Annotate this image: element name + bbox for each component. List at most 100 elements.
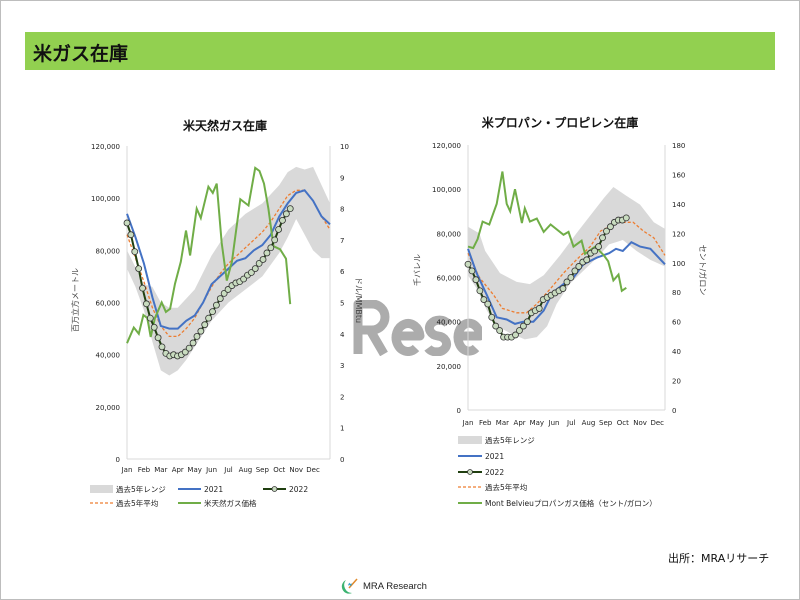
y-tick-label: 40,000 [96,352,121,360]
x-tick-label: Nov [289,466,303,474]
chart-title: 米天然ガス在庫 [183,118,267,133]
marker-2022 [464,260,472,268]
marker-2022 [595,243,602,250]
marker-2022 [567,274,575,281]
x-tick-label: Feb [138,466,151,474]
marker-2022 [484,300,492,308]
x-tick-label: Sep [256,466,270,474]
y-tick-label: 20,000 [96,404,121,412]
line-2021 [126,189,331,330]
marker-2022 [599,234,606,242]
marker-2022 [535,305,543,312]
marker-2022 [146,314,154,322]
y2-tick-label: 80 [672,289,681,297]
marker-2022 [201,321,209,329]
marker-2022 [512,331,519,339]
legend-label-avg: 過去5年平均 [485,482,527,492]
marker-2022 [263,249,271,257]
y2-tick-label: 3 [340,362,344,370]
x-tick-label: Aug [582,419,596,427]
legend-label-range: 過去5年レンジ [485,435,535,445]
marker-2022 [480,296,488,303]
y2-tick-label: 60 [672,319,681,327]
y2-tick-label: 1 [340,425,344,433]
x-tick-label: Oct [617,419,629,427]
y2-tick-label: 4 [340,331,345,339]
marker-2022 [193,333,201,340]
marker-2022 [135,265,143,272]
x-tick-label: Mar [154,466,167,474]
watermark-letter [353,300,390,356]
marker-2022 [607,223,614,231]
y2-axis-label: セント/ガロン [698,245,708,296]
marker-2022 [216,295,224,302]
page-title: 米ガス在庫 [33,43,129,65]
y-tick-label: 60,000 [437,275,462,283]
legend-swatch-range [90,485,113,493]
y-tick-label: 40,000 [437,319,462,327]
marker-2022 [209,308,216,316]
legend-marker-2022 [271,486,278,492]
marker-2022 [496,327,504,334]
x-tick-label: Apr [514,419,526,427]
y-tick-label: 100,000 [432,186,461,194]
y2-tick-label: 10 [340,143,349,151]
y-tick-label: 0 [116,456,120,464]
y2-tick-label: 8 [340,206,344,214]
x-tick-label: Dec [306,466,320,474]
logo-text: MRA Research [363,580,427,592]
y2-tick-label: 9 [340,174,344,182]
logo-icon [341,578,358,594]
y-tick-label: 120,000 [91,143,120,151]
y-axis-label: 千バレル [412,254,422,286]
y2-tick-label: 100 [672,260,685,268]
marker-2022 [583,256,591,264]
y2-tick-label: 0 [340,456,344,464]
marker-2022 [279,216,286,224]
marker-2022 [591,247,599,255]
legend-swatch-range [458,436,482,444]
x-tick-label: Jul [566,419,576,427]
marker-2022 [150,323,158,331]
marker-2022 [131,248,139,256]
x-tick-label: May [530,419,544,427]
x-tick-label: Jul [223,466,233,474]
legend-label-price: Mont Belvieuプロパンガス価格（セント/ガロン） [485,498,657,508]
marker-2022 [575,263,583,270]
x-tick-label: Mar [496,419,509,427]
price-line [467,171,627,293]
legend-label-range: 過去5年レンジ [116,484,166,494]
marker-2022 [212,301,220,309]
marker-2022 [520,322,527,330]
marker-2022 [205,314,213,322]
y-tick-label: 100,000 [91,195,120,203]
x-tick-label: Feb [479,419,492,427]
legend-label-y2022: 2022 [289,485,308,494]
x-tick-label: May [187,466,201,474]
y2-tick-label: 0 [672,407,676,415]
x-tick-label: Dec [650,419,664,427]
y-tick-label: 60,000 [96,300,121,308]
header-bar: 米ガス在庫 [25,32,775,70]
marker-2022 [571,267,579,275]
marker-2022 [559,285,567,292]
marker-2022 [158,343,166,351]
marker-2022 [563,278,571,286]
marker-2022 [286,205,294,213]
chart-title: 米プロパン・プロピレン在庫 [482,115,639,130]
marker-2022 [185,344,193,352]
y2-tick-label: 120 [672,230,685,238]
y-tick-label: 80,000 [437,230,462,238]
legend-label-y2022: 2022 [485,468,504,477]
marker-2022 [271,236,279,244]
marker-2022 [154,334,162,342]
y-tick-label: 120,000 [432,142,461,150]
y-tick-label: 80,000 [96,247,121,255]
y2-tick-label: 5 [340,300,344,308]
marker-2022 [603,227,610,235]
y2-tick-label: 160 [672,171,685,179]
x-tick-label: Aug [239,466,253,474]
marker-2022 [267,244,275,252]
marker-2022 [472,276,480,284]
